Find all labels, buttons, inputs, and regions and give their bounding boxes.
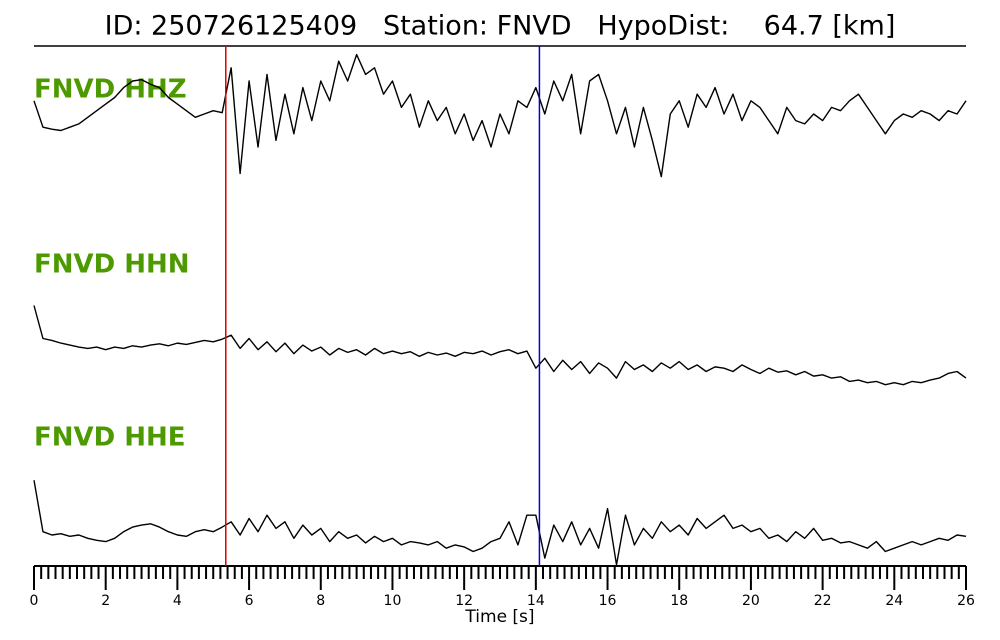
trace [33, 53, 967, 178]
trace [33, 480, 967, 566]
x-tick-label: 20 [742, 593, 760, 609]
x-tick-label: 14 [527, 593, 545, 609]
x-tick-label: 10 [384, 593, 402, 609]
x-tick-label: 16 [599, 593, 617, 609]
x-tick-label: 26 [957, 593, 975, 609]
x-tick-label: 6 [245, 593, 254, 609]
x-tick-label: 24 [885, 593, 903, 609]
x-axis-label: Time [s] [464, 607, 534, 627]
x-tick-label: 8 [316, 593, 325, 609]
x-tick-label: 12 [455, 593, 473, 609]
trace-label: FNVD HHE [34, 423, 186, 453]
x-tick-label: 4 [173, 593, 182, 609]
x-tick-label: 0 [30, 593, 39, 609]
trace-label: FNVD HHN [34, 250, 190, 280]
trace [33, 305, 967, 386]
x-tick-label: 2 [101, 593, 110, 609]
x-tick-label: 18 [670, 593, 688, 609]
chart-title: ID: 250726125409 Station: FNVD HypoDist:… [105, 11, 896, 42]
x-tick-label: 22 [814, 593, 832, 609]
